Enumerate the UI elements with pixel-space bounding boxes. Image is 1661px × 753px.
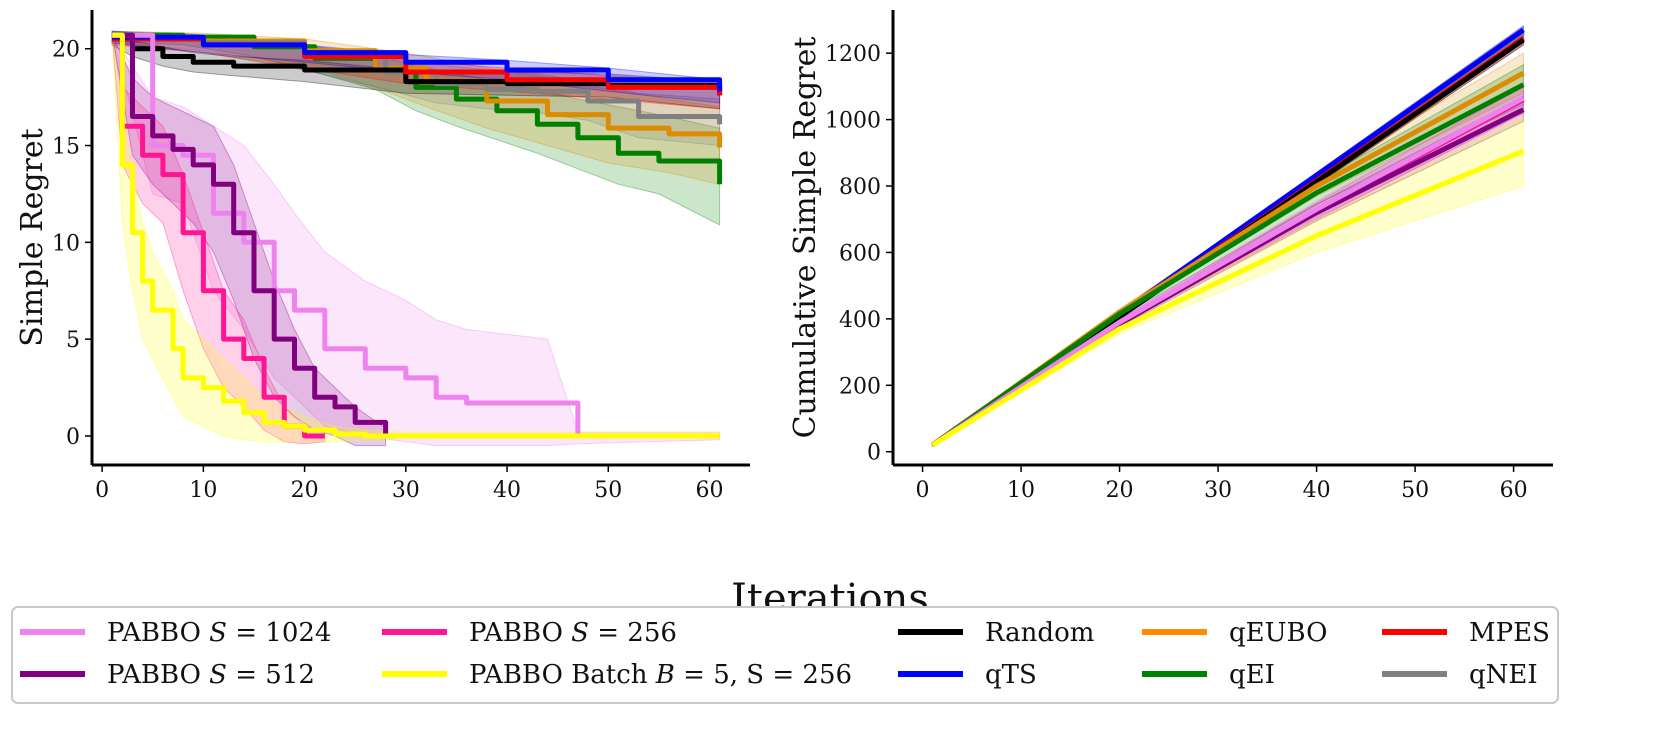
legend-label-random: Random [985,618,1094,648]
series-line-pabbo-batch-b-5-s-256 [112,32,720,439]
x-tick-label: 50 [1401,478,1429,503]
y-tick-label: 0 [867,441,881,466]
x-tick-label: 60 [696,478,724,503]
x-tick-label: 20 [291,478,319,503]
y-tick-label: 600 [839,241,881,266]
y-tick-label: 400 [839,308,881,333]
series-line-pabbo-s-512 [112,32,389,436]
x-tick-label: 0 [916,478,930,503]
y-tick-label: 20 [52,38,80,63]
x-tick-label: 20 [1106,478,1134,503]
series-line-qei [930,82,1525,448]
x-tick-label: 30 [392,478,420,503]
series-line-qts [112,34,723,92]
legend: PABBO S = 1024 PABBO S = 256 Random qEUBO MP… [11,606,1559,704]
y-tick-label: 200 [839,374,881,399]
y-tick-label: 800 [839,175,881,200]
legend-label-qnei: qNEI [1469,660,1538,690]
x-tick-label: 40 [1303,478,1331,503]
legend-label-qei: qEI [1229,660,1275,690]
legend-label-qeubo: qEUBO [1229,618,1327,648]
y-axis-label: Cumulative Simple Regret [788,37,823,439]
x-tick-label: 40 [493,478,521,503]
series-line-pabbo-s-1024 [931,95,1525,448]
y-tick-label: 1200 [825,42,881,67]
y-tick-label: 5 [66,328,80,353]
y-axis-label: Simple Regret [15,128,50,346]
x-tick-label: 10 [189,478,217,503]
x-tick-label: 10 [1007,478,1035,503]
legend-label-pabbo-s-256: PABBO S = 256 [469,618,677,648]
y-tick-label: 0 [66,425,80,450]
x-tick-label: 0 [95,478,109,503]
series-line-pabbo-s-256 [112,32,325,439]
simple-regret-plot: 0 10 20 30 40 50 60 0 5 10 15 20 Simple Regret [15,10,750,503]
y-tick-label: 10 [52,231,80,256]
cumulative-regret-plot: 0 10 20 30 40 50 60020040060080010001200Cumula… [788,10,1553,503]
series-line-pabbo-batch-b-5-s-256 [931,148,1525,448]
band-pabbo-batch-b-5-s-256 [931,115,1524,447]
legend-label-pabbo-s-1024: PABBO S = 1024 [107,618,331,648]
x-tick-label: 50 [594,478,622,503]
legend-label-mpes: MPES [1469,618,1550,648]
y-tick-label: 1000 [825,109,881,134]
x-tick-label: 60 [1500,478,1528,503]
legend-label-pabbo-batch-b-5-s-256: PABBO Batch B = 5, S = 256 [469,660,852,690]
x-tick-label: 30 [1204,478,1232,503]
y-tick-label: 15 [52,135,80,160]
legend-label-pabbo-s-512: PABBO S = 512 [107,660,315,690]
legend-label-qts: qTS [985,660,1037,690]
